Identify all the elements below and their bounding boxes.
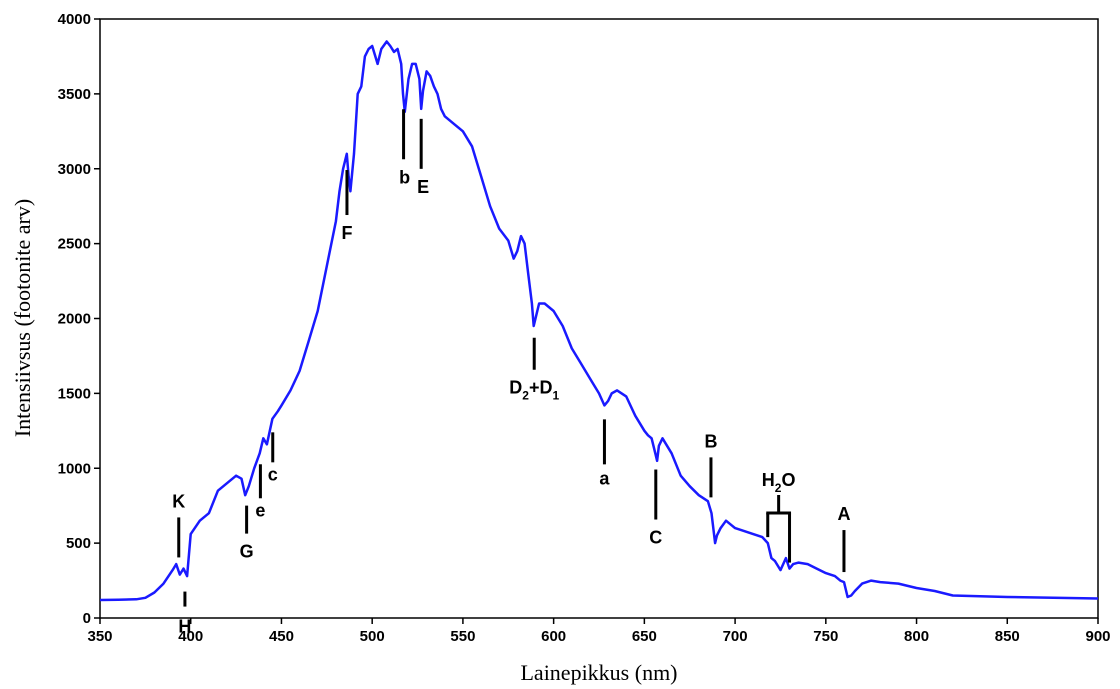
x-tick-label: 900 [1085,628,1110,645]
annotation-label: G [240,542,254,562]
annotation-label-main: D [509,378,522,398]
x-tick-label: 850 [995,628,1020,645]
y-axis-label: Intensiivsus (footonite arv) [10,199,35,437]
annotation-label-mid: O [781,470,795,490]
annotation-label-main: e [255,500,265,520]
axes: 350 400 450 500 550 600 650 700 750 800 850 900 0 500… [58,11,1111,645]
x-tick-label: 700 [723,628,748,645]
annotation-label: e [255,500,265,520]
annotation-label-main: b [399,167,410,187]
x-tick-label: 450 [269,628,294,645]
x-tick-label: 600 [541,628,566,645]
annotation-label-main: G [240,542,254,562]
y-tick-label: 3000 [58,161,91,178]
x-tick-label: 800 [904,628,929,645]
y-tick-label: 3500 [58,86,91,103]
annotation-label: c [268,464,278,484]
annotation-label-main: C [649,528,662,548]
annotation-label-mid: +D [529,378,553,398]
annotation-label-main: F [341,223,352,243]
annotation-label: H2O [762,470,796,495]
x-tick-label: 350 [87,628,112,645]
annotation-label-sub: 2 [522,389,529,403]
y-tick-label: 2000 [58,311,91,328]
annotation-label-main: B [704,431,717,451]
annotation-label: a [599,468,610,488]
y-tick-label: 1000 [58,460,91,477]
annotation-label-main: c [268,464,278,484]
y-tick-label: 500 [66,535,91,552]
annotation-label-sub: 1 [552,389,559,403]
annotation-label: A [837,504,850,524]
annotation-label-main: H [178,617,191,637]
x-tick-label: 550 [450,628,475,645]
annotation-label-main: a [599,468,610,488]
plot-frame [99,18,1099,619]
x-tick-label: 500 [360,628,385,645]
x-axis-label: Lainepikkus (nm) [520,660,677,685]
y-tick-label: 0 [83,610,91,627]
annotation-label: D2+D1 [509,378,559,403]
annotation-label-main: A [837,504,850,524]
y-tick-label: 4000 [58,11,91,28]
annotation-label-main: E [417,177,429,197]
spectrum-line [99,40,1099,602]
annotation-label: C [649,528,662,548]
annotation-label: F [341,223,352,243]
annotation-label: K [172,491,185,511]
annotation-label-main: H [762,470,775,490]
series-layer [99,40,1099,602]
annotation-label-main: K [172,491,185,511]
annotation-label: E [417,177,429,197]
x-tick-label: 750 [813,628,838,645]
y-tick-label: 2500 [58,236,91,253]
annotation-label-sub: 2 [775,481,782,495]
x-tick-label: 400 [178,628,203,645]
x-tick-label: 650 [632,628,657,645]
annotation-label: H [178,617,191,637]
annotation-label: B [704,431,717,451]
annotation-label: b [399,167,410,187]
y-tick-label: 1500 [58,385,91,402]
